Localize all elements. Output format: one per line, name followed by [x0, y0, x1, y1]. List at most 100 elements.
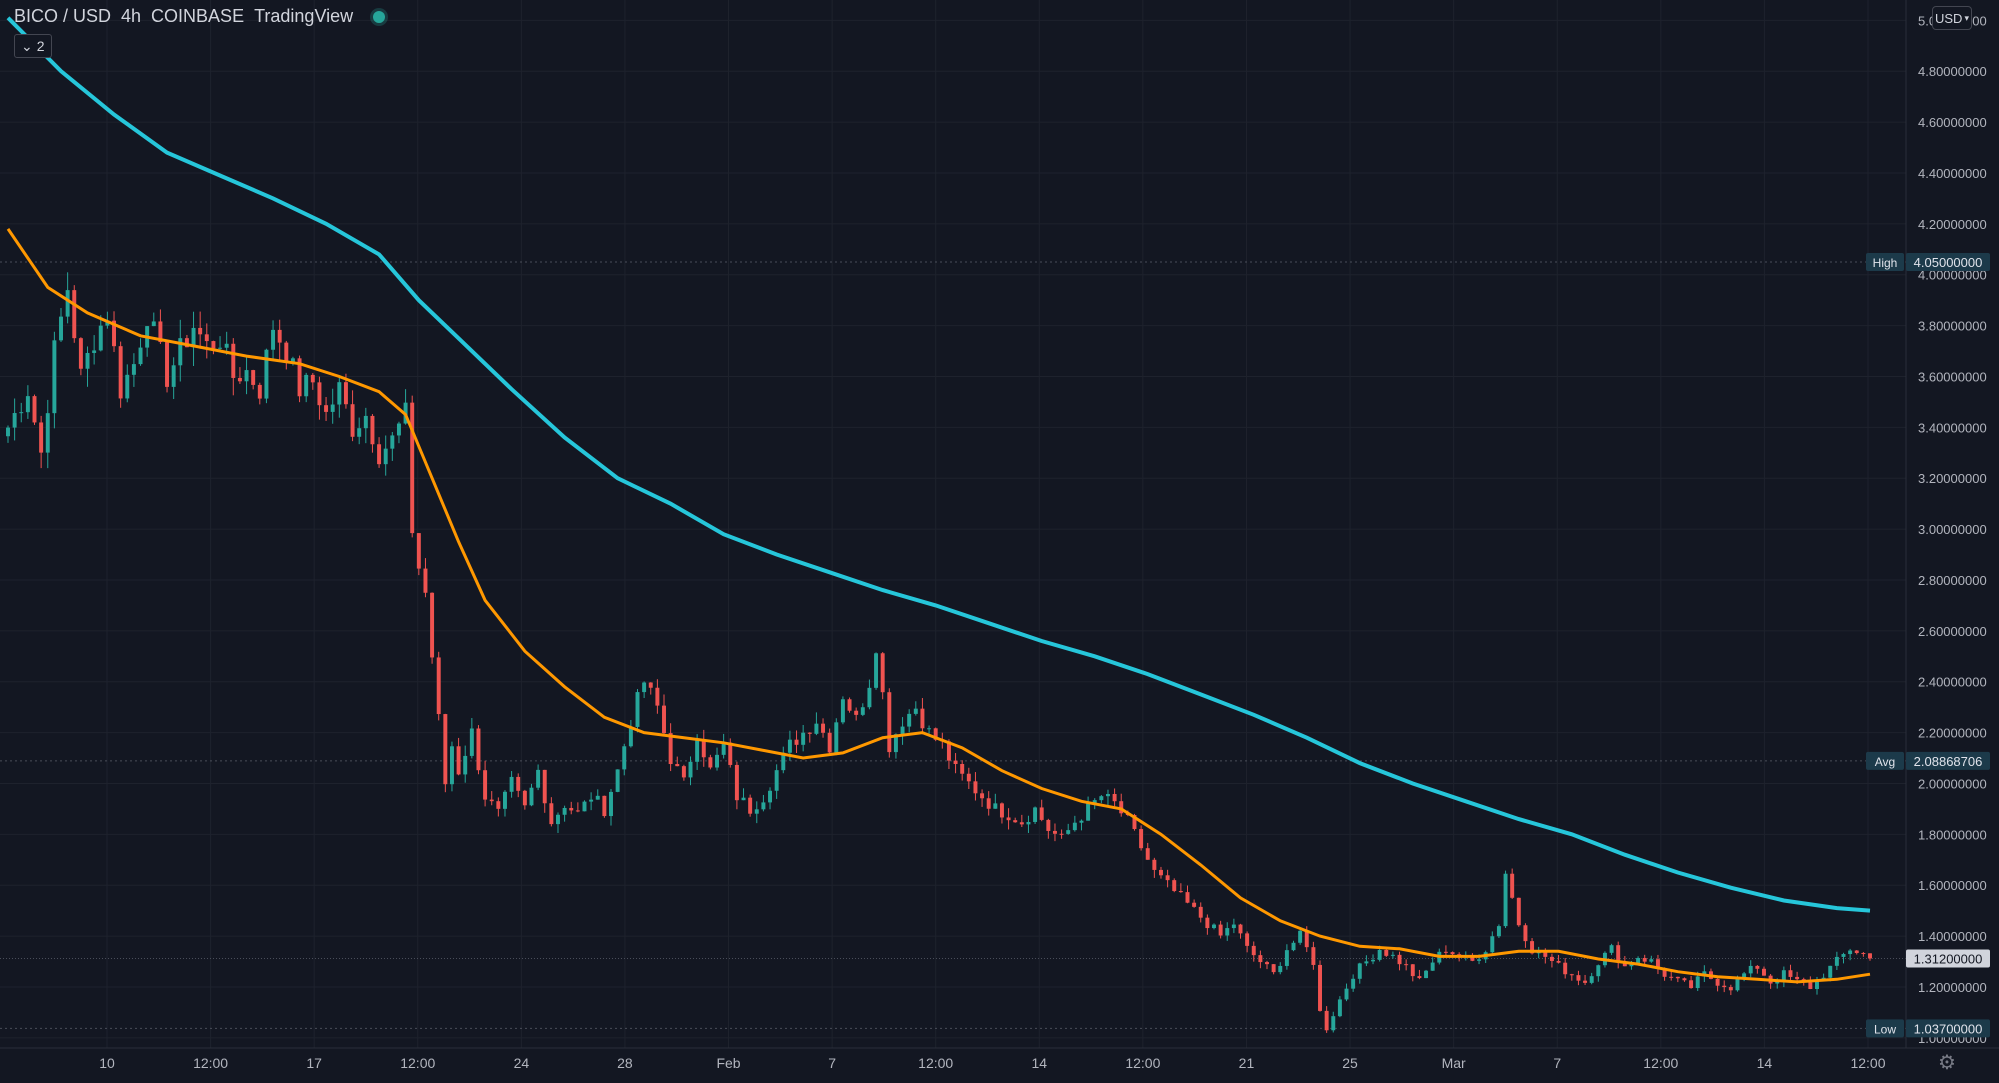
candle[interactable]	[271, 320, 276, 360]
candle[interactable]	[118, 341, 123, 408]
candle[interactable]	[98, 315, 103, 352]
candle[interactable]	[12, 398, 17, 441]
candle[interactable]	[1284, 944, 1289, 970]
candle[interactable]	[953, 753, 958, 774]
candle[interactable]	[536, 764, 541, 791]
candle[interactable]	[549, 797, 554, 827]
candle[interactable]	[151, 312, 156, 327]
candle[interactable]	[609, 788, 613, 826]
candle[interactable]	[1430, 957, 1435, 971]
candle[interactable]	[125, 364, 130, 403]
candle[interactable]	[1748, 960, 1753, 978]
candle[interactable]	[1371, 954, 1376, 965]
candle[interactable]	[1218, 920, 1223, 939]
candle[interactable]	[257, 382, 262, 405]
candle[interactable]	[1159, 866, 1163, 879]
candle[interactable]	[920, 698, 925, 735]
candle[interactable]	[1119, 793, 1124, 817]
candle[interactable]	[1868, 953, 1872, 961]
candle[interactable]	[847, 697, 852, 713]
candle[interactable]	[748, 794, 753, 817]
candle[interactable]	[390, 431, 395, 461]
candle[interactable]	[827, 728, 832, 755]
candle[interactable]	[1245, 931, 1250, 953]
candle[interactable]	[1185, 885, 1190, 904]
candle[interactable]	[310, 373, 315, 390]
candle[interactable]	[1039, 799, 1044, 822]
gear-icon[interactable]: ⚙	[1938, 1052, 1956, 1074]
candle[interactable]	[986, 791, 991, 816]
candle[interactable]	[1251, 941, 1256, 962]
candle[interactable]	[761, 794, 766, 812]
candle[interactable]	[860, 703, 865, 717]
candle[interactable]	[662, 694, 666, 737]
candle[interactable]	[1549, 953, 1554, 968]
candle[interactable]	[1178, 883, 1183, 893]
candle[interactable]	[178, 319, 183, 382]
candle[interactable]	[1198, 902, 1203, 923]
candle[interactable]	[1616, 941, 1621, 969]
candle[interactable]	[1238, 923, 1243, 939]
candle[interactable]	[1861, 951, 1866, 957]
candle[interactable]	[1192, 899, 1197, 908]
candle[interactable]	[377, 437, 382, 468]
candle[interactable]	[754, 801, 759, 824]
candle[interactable]	[489, 791, 494, 806]
candle[interactable]	[1231, 918, 1236, 934]
candle[interactable]	[1788, 964, 1793, 983]
candle[interactable]	[1291, 940, 1296, 952]
candle[interactable]	[960, 760, 965, 781]
candle[interactable]	[854, 707, 859, 721]
candle[interactable]	[1755, 965, 1760, 974]
candle[interactable]	[1609, 943, 1614, 956]
candle[interactable]	[357, 417, 362, 445]
candle[interactable]	[509, 771, 514, 798]
candle[interactable]	[1589, 972, 1594, 985]
candle[interactable]	[1390, 951, 1395, 959]
candle[interactable]	[1105, 789, 1110, 806]
candle[interactable]	[1503, 870, 1508, 928]
candle[interactable]	[1112, 788, 1117, 807]
candle[interactable]	[59, 308, 63, 342]
candle[interactable]	[1059, 829, 1064, 839]
candle[interactable]	[1212, 923, 1216, 930]
candle[interactable]	[681, 764, 686, 781]
candle[interactable]	[204, 323, 209, 359]
candle[interactable]	[138, 338, 143, 366]
candle[interactable]	[701, 729, 706, 767]
candle[interactable]	[1265, 960, 1269, 970]
candle[interactable]	[231, 338, 236, 396]
slow-moving-average-line[interactable]	[6, 16, 1871, 913]
candle[interactable]	[1357, 962, 1362, 984]
indicators-toggle-button[interactable]: ⌄ 2	[14, 34, 52, 58]
candle[interactable]	[781, 746, 786, 774]
candle[interactable]	[1649, 955, 1654, 963]
candle[interactable]	[595, 789, 600, 800]
candle[interactable]	[1013, 817, 1018, 823]
candle[interactable]	[1848, 948, 1853, 961]
candle[interactable]	[370, 414, 375, 453]
candle[interactable]	[1278, 962, 1283, 975]
candle[interactable]	[383, 435, 388, 476]
candle[interactable]	[1351, 974, 1356, 992]
candle[interactable]	[1854, 950, 1859, 955]
candle[interactable]	[1006, 808, 1011, 830]
candle[interactable]	[423, 558, 428, 598]
candle[interactable]	[264, 348, 269, 404]
candle[interactable]	[456, 737, 461, 776]
candle[interactable]	[807, 732, 812, 743]
candle[interactable]	[1728, 984, 1733, 996]
candle[interactable]	[277, 319, 282, 361]
candle[interactable]	[324, 397, 329, 422]
candle[interactable]	[1172, 878, 1177, 893]
time-axis[interactable]: 10 12:00 17 12:00 24 28 Feb 7 12:00 14 12:00 21 25 Ma…	[99, 1055, 1886, 1071]
price-axis[interactable]: 1.000000001.200000001.400000001.60000000…	[1918, 13, 1987, 1045]
candle[interactable]	[1165, 869, 1170, 888]
candle[interactable]	[582, 800, 587, 812]
candle[interactable]	[973, 772, 978, 801]
candle[interactable]	[416, 533, 421, 576]
candle[interactable]	[430, 592, 435, 664]
candle[interactable]	[1715, 978, 1720, 992]
candle[interactable]	[1324, 1006, 1329, 1033]
